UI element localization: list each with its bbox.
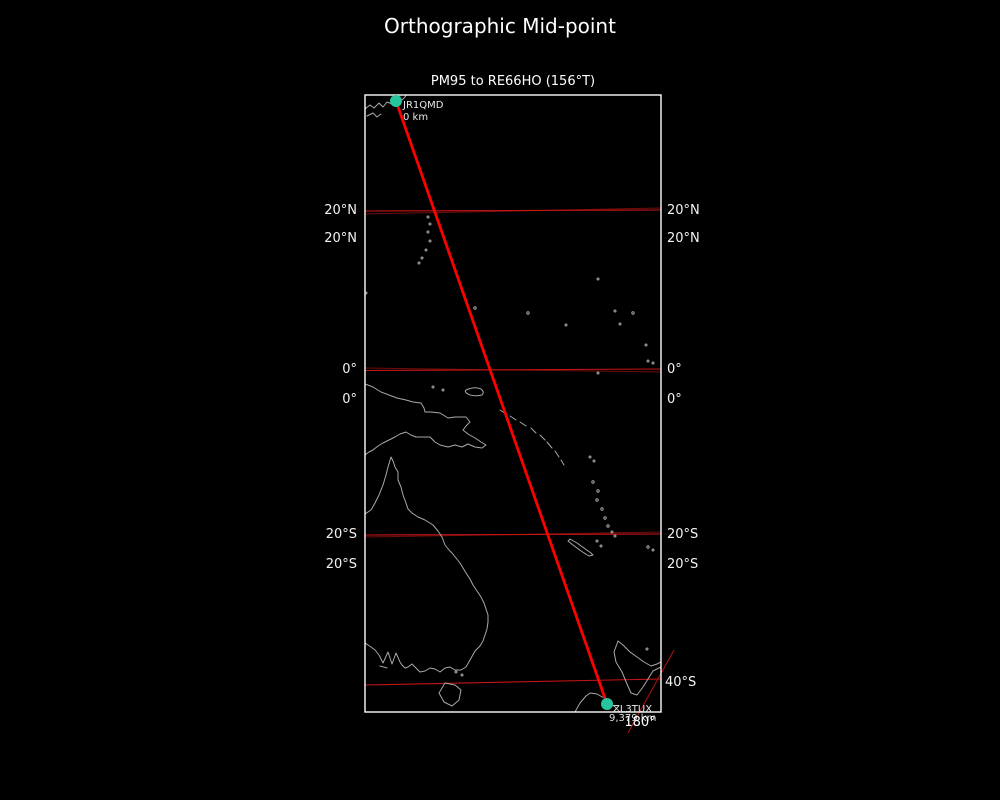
lat-label-right-40s: 40°S: [665, 675, 697, 690]
gridline-20s: [365, 533, 661, 536]
start-marker-dot: [390, 95, 402, 107]
lat-label-right-20s-b: 20°S: [667, 557, 699, 572]
coastline-new-guinea: [365, 383, 487, 456]
coastline-new-britain: [464, 387, 484, 397]
graticule-secondary: [365, 207, 661, 538]
end-marker-dot: [601, 698, 613, 710]
islands-micronesia: [365, 277, 655, 375]
islands-marianas: [417, 215, 432, 265]
islands-loyalty: [595, 539, 603, 548]
start-marker-callsign: JR1QMD: [403, 100, 444, 111]
island-great-barrier: [645, 647, 649, 651]
coastline-japan-islet: [366, 112, 382, 118]
lat-label-right-20s-a: 20°S: [667, 527, 699, 542]
map-subtitle: PM95 to RE66HO (156°T): [430, 74, 596, 89]
island-kangaroo: [379, 665, 388, 669]
lat-label-left-20n-b: 20°N: [324, 231, 357, 246]
page-title: Orthographic Mid-point: [384, 14, 616, 38]
lat-label-left-20n-a: 20°N: [324, 203, 357, 218]
end-marker-distance: 9,379 km: [609, 713, 657, 724]
map-frame: [364, 94, 662, 713]
lat-label-right-0-b: 0°: [667, 392, 682, 407]
great-circle-path: [394, 100, 609, 705]
lat-label-right-20n-a: 20°N: [667, 203, 700, 218]
lon-label-180: 180°: [624, 715, 656, 730]
coastline-japan: [365, 95, 407, 110]
lat-label-right-0-a: 0°: [667, 362, 682, 377]
gridline-equator: [365, 368, 661, 372]
islands-bass-strait: [454, 670, 464, 677]
coastline-nz-north-island: [613, 640, 661, 696]
gridline-20n: [365, 209, 661, 212]
coastline-new-caledonia: [567, 538, 594, 557]
islands-solomons: [499, 409, 565, 466]
islands-fiji: [646, 545, 655, 552]
lat-label-right-20n-b: 20°N: [667, 231, 700, 246]
lat-label-left-20s-b: 20°S: [325, 557, 357, 572]
graticule-lines: [365, 209, 661, 686]
coastline-tasmania: [438, 682, 462, 707]
gridline-40s: [365, 678, 661, 686]
lat-label-left-0-b: 0°: [342, 392, 357, 407]
islands-santa-cruz: [588, 455, 596, 463]
start-marker-distance: 0 km: [403, 112, 429, 123]
lat-label-left-0-a: 0°: [342, 362, 357, 377]
islands-vanuatu: [591, 480, 617, 538]
end-marker-callsign: ZL3TUX: [613, 704, 653, 715]
lat-label-left-20s-a: 20°S: [325, 527, 357, 542]
coastline-australia: [365, 456, 489, 673]
islands-bismarck: [431, 385, 445, 392]
